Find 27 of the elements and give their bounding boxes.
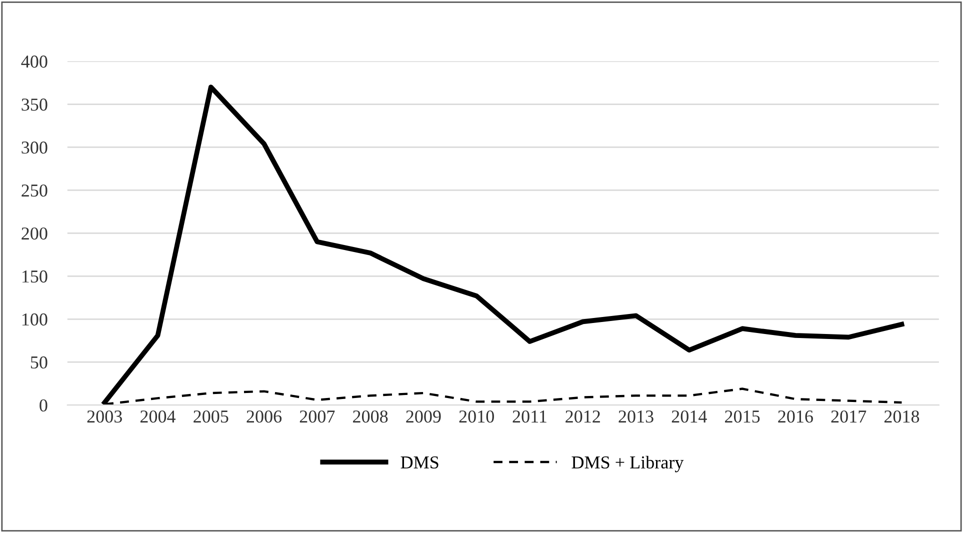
- legend-label: DMS: [400, 456, 438, 469]
- legend-label: DMS + Library: [572, 456, 684, 472]
- y-tick-label: 100: [22, 313, 48, 326]
- y-tick-label: 400: [21, 56, 48, 68]
- y-tick-label: 250: [22, 184, 48, 197]
- x-tick-label: 2017: [831, 410, 866, 423]
- x-tick-label: 2003: [87, 410, 122, 423]
- x-tick-label: 2014: [672, 410, 707, 423]
- x-tick-label: 2009: [406, 410, 441, 423]
- x-tick-label: 2006: [246, 410, 282, 423]
- y-tick-label: 200: [22, 227, 48, 240]
- x-tick-label: 2013: [618, 410, 654, 423]
- x-tick-label: 2005: [194, 410, 228, 423]
- x-tick-label: 2010: [459, 410, 494, 423]
- y-tick-label: 350: [22, 98, 48, 111]
- x-tick-label: 2004: [140, 410, 176, 423]
- x-tick-label: 2008: [353, 410, 388, 423]
- y-tick-label: 0: [40, 399, 48, 412]
- y-tick-label: 300: [22, 142, 48, 154]
- y-tick-label: 150: [22, 270, 48, 283]
- x-tick-label: 2018: [884, 410, 920, 423]
- x-tick-label: 2015: [725, 410, 760, 423]
- x-tick-label: 2011: [512, 410, 546, 423]
- x-tick-label: 2012: [566, 410, 600, 423]
- y-tick-label: 50: [30, 356, 48, 369]
- x-tick-label: 2007: [300, 410, 335, 423]
- x-tick-label: 2016: [778, 410, 813, 423]
